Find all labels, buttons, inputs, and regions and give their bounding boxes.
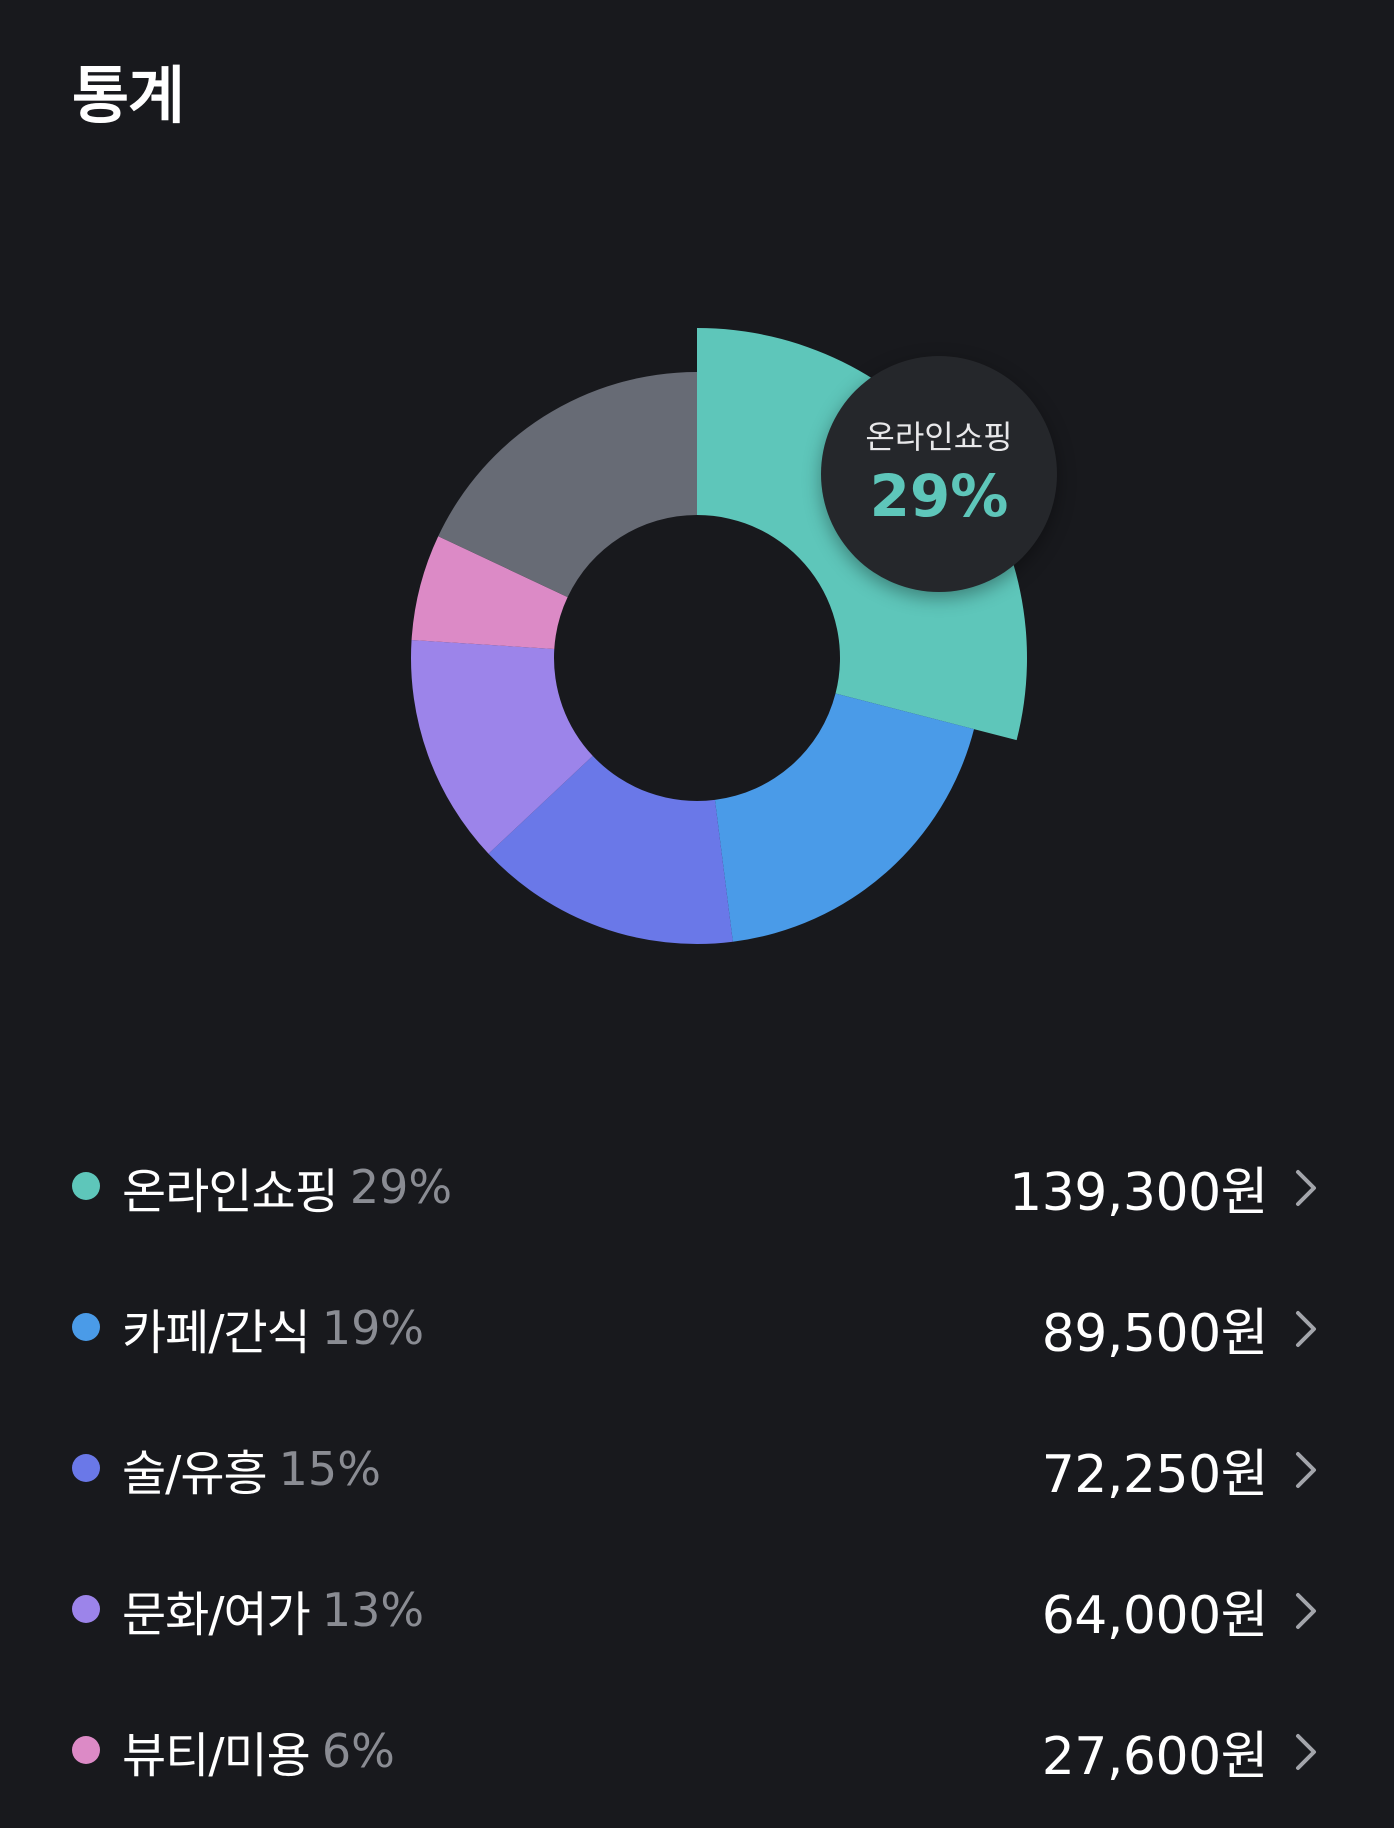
donut-chart [410,328,1027,944]
page-title: 통계 [72,59,185,132]
chevron-right-icon[interactable] [1292,1730,1320,1774]
donut-slice-5[interactable] [438,372,697,598]
chevron-right-icon[interactable] [1292,1307,1320,1351]
chevron-right-icon[interactable] [1292,1589,1320,1633]
category-percent: 6% [321,1724,395,1778]
legend-dot [72,1172,100,1200]
chevron-right-icon[interactable] [1292,1448,1320,1492]
category-percent: 19% [321,1301,425,1355]
category-name: 뷰티/미용 [122,1728,311,1784]
tooltip-value: 29% [869,462,1009,530]
legend-dot [72,1595,100,1623]
donut-slice-3[interactable] [410,640,593,854]
donut-slice-2[interactable] [488,755,733,944]
category-amount: 139,300원 [1009,1162,1268,1223]
category-percent: 15% [278,1442,381,1496]
category-percent: 13% [321,1583,425,1637]
category-name: 온라인쇼핑 [122,1164,339,1220]
category-row-cafe-snack[interactable]: 카페/간식 19% 89,500원 [0,1257,1394,1398]
category-name: 문화/여가 [122,1587,311,1643]
chart-tooltip: 온라인쇼핑 29% [821,356,1057,592]
category-amount: 27,600원 [1041,1726,1269,1787]
category-name: 술/유흥 [122,1446,268,1502]
category-row-online-shopping[interactable]: 온라인쇼핑 29% 139,300원 [0,1116,1394,1257]
category-list: 온라인쇼핑 29% 139,300원 카페/간식 19% 89,500원 술/유… [0,1116,1394,1821]
donut-slice-4[interactable] [411,536,568,650]
chevron-right-icon[interactable] [1292,1166,1320,1210]
legend-dot [72,1736,100,1764]
category-percent: 29% [349,1160,453,1214]
category-amount: 72,250원 [1041,1444,1269,1505]
category-row-beauty[interactable]: 뷰티/미용 6% 27,600원 [0,1680,1394,1821]
category-amount: 89,500원 [1041,1303,1269,1364]
legend-dot [72,1454,100,1482]
legend-dot [72,1313,100,1341]
category-amount: 64,000원 [1041,1585,1269,1646]
category-row-drinks-entertainment[interactable]: 술/유흥 15% 72,250원 [0,1398,1394,1539]
category-row-culture-leisure[interactable]: 문화/여가 13% 64,000원 [0,1539,1394,1680]
category-name: 카페/간식 [122,1305,311,1361]
donut-slice-1[interactable] [714,693,975,942]
tooltip-label: 온라인쇼핑 [865,418,1013,456]
